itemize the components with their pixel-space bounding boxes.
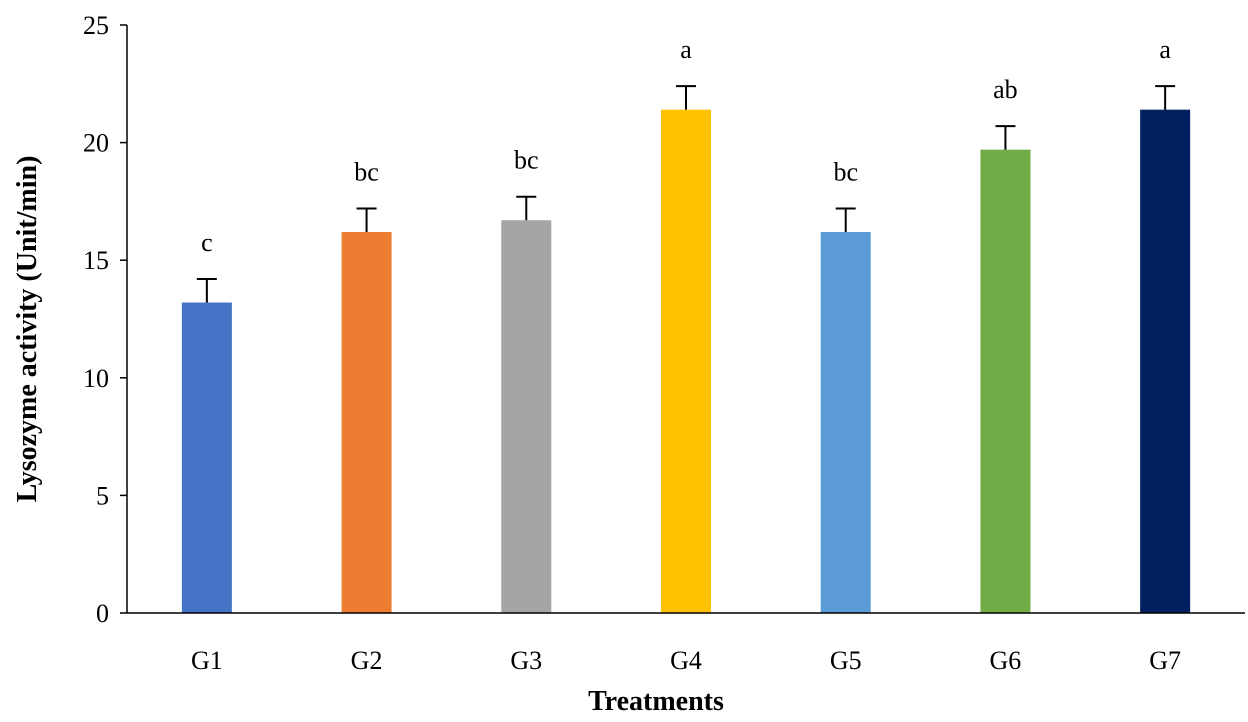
bars [181, 109, 1191, 613]
error-bar-g4 [676, 85, 696, 110]
x-axis-ticks: G1 G2 G3 G4 G5 G6 G7 [191, 646, 1181, 675]
x-tick-label-g4: G4 [670, 646, 702, 675]
error-bar-g2 [356, 207, 377, 232]
significance-label-g1: c [201, 228, 213, 257]
y-tick-label: 25 [83, 11, 109, 40]
error-bars [196, 85, 1176, 303]
bar-g1 [181, 302, 232, 613]
y-tick-label: 10 [83, 364, 109, 393]
significance-label-g5: bc [833, 157, 858, 186]
significance-label-g6: ab [993, 75, 1018, 104]
y-tick-label: 15 [83, 246, 109, 275]
error-bar-g7 [1155, 85, 1176, 110]
x-axis-title: Treatments [588, 686, 724, 717]
y-axis-title: Lysozyme activity (Unit/min) [12, 156, 43, 503]
x-tick-label-g3: G3 [510, 646, 542, 675]
significance-label-g2: bc [354, 157, 379, 186]
x-tick-label-g5: G5 [830, 646, 862, 675]
error-bar-g1 [196, 278, 217, 303]
x-tick-label-g6: G6 [990, 646, 1022, 675]
x-tick-label-g7: G7 [1149, 646, 1181, 675]
y-tick-label: 0 [96, 599, 109, 628]
bar-g4 [661, 109, 711, 613]
bar-g6 [980, 149, 1031, 613]
error-bar-g6 [995, 125, 1016, 150]
y-axis-ticks: 0 5 10 15 20 25 [83, 11, 127, 628]
x-tick-label-g1: G1 [191, 646, 223, 675]
bar-g5 [820, 231, 871, 613]
significance-label-g3: bc [514, 146, 539, 175]
bar-g3 [501, 220, 552, 613]
x-tick-label-g2: G2 [351, 646, 383, 675]
error-bar-g3 [516, 195, 537, 221]
y-tick-label: 5 [96, 481, 109, 510]
significance-label-g7: a [1159, 35, 1171, 64]
error-bar-g5 [835, 207, 856, 232]
y-tick-label: 20 [83, 129, 109, 158]
significance-labels: c bc bc a bc ab a [201, 35, 1171, 257]
bar-g7 [1140, 109, 1191, 613]
significance-label-g4: a [680, 35, 692, 64]
bar-g2 [341, 231, 392, 613]
